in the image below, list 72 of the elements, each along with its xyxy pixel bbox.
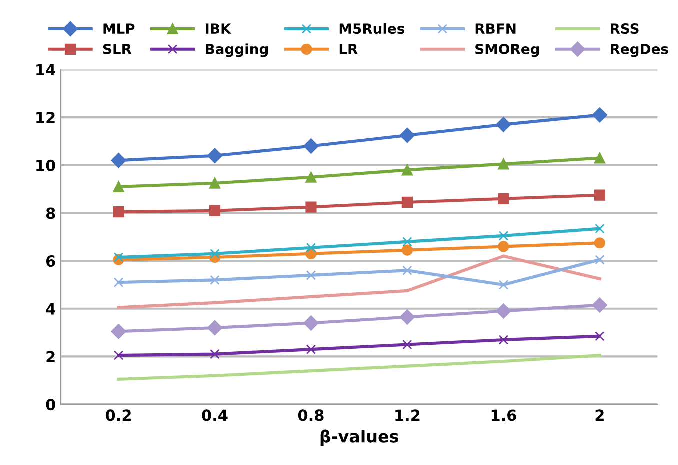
point	[496, 304, 512, 319]
point	[595, 332, 605, 342]
point	[498, 241, 510, 252]
y-tick-label: 0	[46, 399, 56, 411]
point	[402, 164, 414, 176]
point	[306, 270, 316, 280]
point	[498, 158, 510, 170]
point	[306, 172, 317, 183]
legend-label: RBFN	[476, 24, 516, 34]
point	[595, 224, 605, 234]
y-tick-label: 4	[46, 304, 56, 315]
line-series	[117, 254, 602, 310]
legend-label: SMOReg	[476, 44, 540, 58]
point	[400, 310, 416, 325]
point	[114, 252, 124, 262]
point	[592, 108, 608, 123]
point	[594, 152, 606, 164]
point	[210, 349, 220, 360]
point	[207, 148, 223, 164]
x-tick-label: 0.2	[106, 410, 131, 422]
point	[304, 138, 319, 154]
point	[595, 255, 605, 265]
point	[113, 181, 124, 192]
point	[111, 153, 126, 168]
point	[209, 178, 221, 189]
point	[402, 266, 412, 276]
legend-label: IBK	[206, 24, 232, 34]
x-tick-label: 2	[596, 410, 604, 422]
point	[114, 278, 124, 288]
point	[400, 128, 416, 144]
point	[498, 335, 509, 345]
x-tick-label: 0.4	[202, 410, 228, 422]
line-series	[117, 354, 602, 381]
y-tick-label: 2	[46, 351, 55, 363]
x-tick-label: 1.6	[492, 410, 516, 422]
y-tick-label: 14	[36, 64, 56, 76]
legend-label: MLP	[104, 24, 135, 34]
point	[402, 340, 412, 350]
point	[306, 202, 317, 213]
point	[402, 196, 414, 208]
legend-label: LR	[340, 44, 358, 54]
legend-label: RegDes	[611, 44, 668, 58]
point	[402, 237, 412, 247]
point	[210, 275, 220, 286]
point	[594, 238, 606, 249]
point	[306, 243, 316, 253]
y-tick-label: 10	[36, 160, 56, 172]
point	[402, 244, 414, 256]
point	[594, 190, 606, 201]
point	[209, 205, 221, 216]
x-axis-title: β-values	[320, 430, 398, 446]
y-tick-label: 8	[46, 208, 56, 220]
legend-label: M5Rules	[340, 23, 404, 34]
point	[207, 320, 223, 336]
point	[498, 193, 510, 204]
point	[496, 117, 512, 132]
x-tick-label: 0.8	[298, 410, 324, 422]
point	[304, 316, 319, 331]
point	[306, 344, 316, 354]
y-tick-label: 12	[36, 112, 55, 124]
y-tick-label: 6	[46, 256, 56, 268]
x-tick-label: 1.2	[396, 410, 420, 422]
legend-label: Bagging	[206, 44, 268, 58]
legend-label: SLR	[103, 44, 132, 54]
legend-label: RSS	[611, 24, 639, 34]
point	[111, 324, 126, 340]
point	[498, 231, 509, 241]
point	[498, 280, 509, 290]
point	[210, 249, 220, 259]
point	[592, 298, 608, 313]
point	[114, 350, 124, 360]
point	[113, 206, 124, 218]
